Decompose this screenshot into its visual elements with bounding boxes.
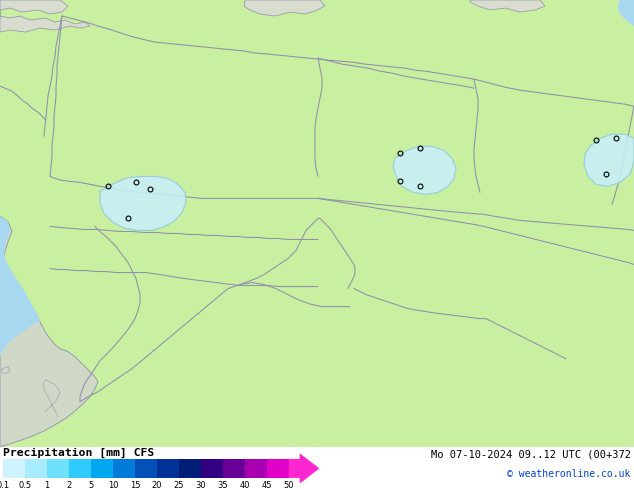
Text: 40: 40 bbox=[240, 481, 250, 490]
Polygon shape bbox=[470, 0, 545, 12]
Text: 15: 15 bbox=[130, 481, 140, 490]
Polygon shape bbox=[100, 176, 186, 230]
Bar bbox=[47, 459, 69, 478]
Bar bbox=[245, 459, 267, 478]
Polygon shape bbox=[0, 217, 40, 357]
Bar bbox=[157, 459, 179, 478]
Polygon shape bbox=[584, 134, 634, 186]
Bar bbox=[201, 459, 223, 478]
Text: 20: 20 bbox=[152, 481, 162, 490]
Text: 50: 50 bbox=[283, 481, 294, 490]
Text: Precipitation [mm] CFS: Precipitation [mm] CFS bbox=[3, 448, 155, 459]
Bar bbox=[69, 459, 91, 478]
Text: Mo 07-10-2024 09..12 UTC (00+372: Mo 07-10-2024 09..12 UTC (00+372 bbox=[431, 449, 631, 459]
Polygon shape bbox=[618, 0, 634, 26]
Polygon shape bbox=[0, 0, 68, 14]
Polygon shape bbox=[0, 0, 90, 32]
Text: 10: 10 bbox=[108, 481, 118, 490]
Polygon shape bbox=[244, 0, 325, 16]
Text: 5: 5 bbox=[88, 481, 94, 490]
Text: 30: 30 bbox=[195, 481, 206, 490]
Text: 0.5: 0.5 bbox=[18, 481, 32, 490]
Text: 2: 2 bbox=[67, 481, 72, 490]
Text: © weatheronline.co.uk: © weatheronline.co.uk bbox=[507, 469, 631, 479]
Text: 1: 1 bbox=[44, 481, 49, 490]
Bar bbox=[25, 459, 47, 478]
Bar bbox=[3, 459, 25, 478]
Bar bbox=[135, 459, 157, 478]
Bar bbox=[267, 459, 288, 478]
Polygon shape bbox=[2, 367, 10, 374]
Bar bbox=[223, 459, 245, 478]
Polygon shape bbox=[393, 147, 456, 195]
FancyArrow shape bbox=[288, 453, 320, 484]
Text: 0.1: 0.1 bbox=[0, 481, 10, 490]
Bar bbox=[113, 459, 135, 478]
Text: 45: 45 bbox=[261, 481, 272, 490]
Bar bbox=[91, 459, 113, 478]
Text: 35: 35 bbox=[217, 481, 228, 490]
Bar bbox=[179, 459, 201, 478]
Text: 25: 25 bbox=[174, 481, 184, 490]
Polygon shape bbox=[0, 217, 98, 447]
